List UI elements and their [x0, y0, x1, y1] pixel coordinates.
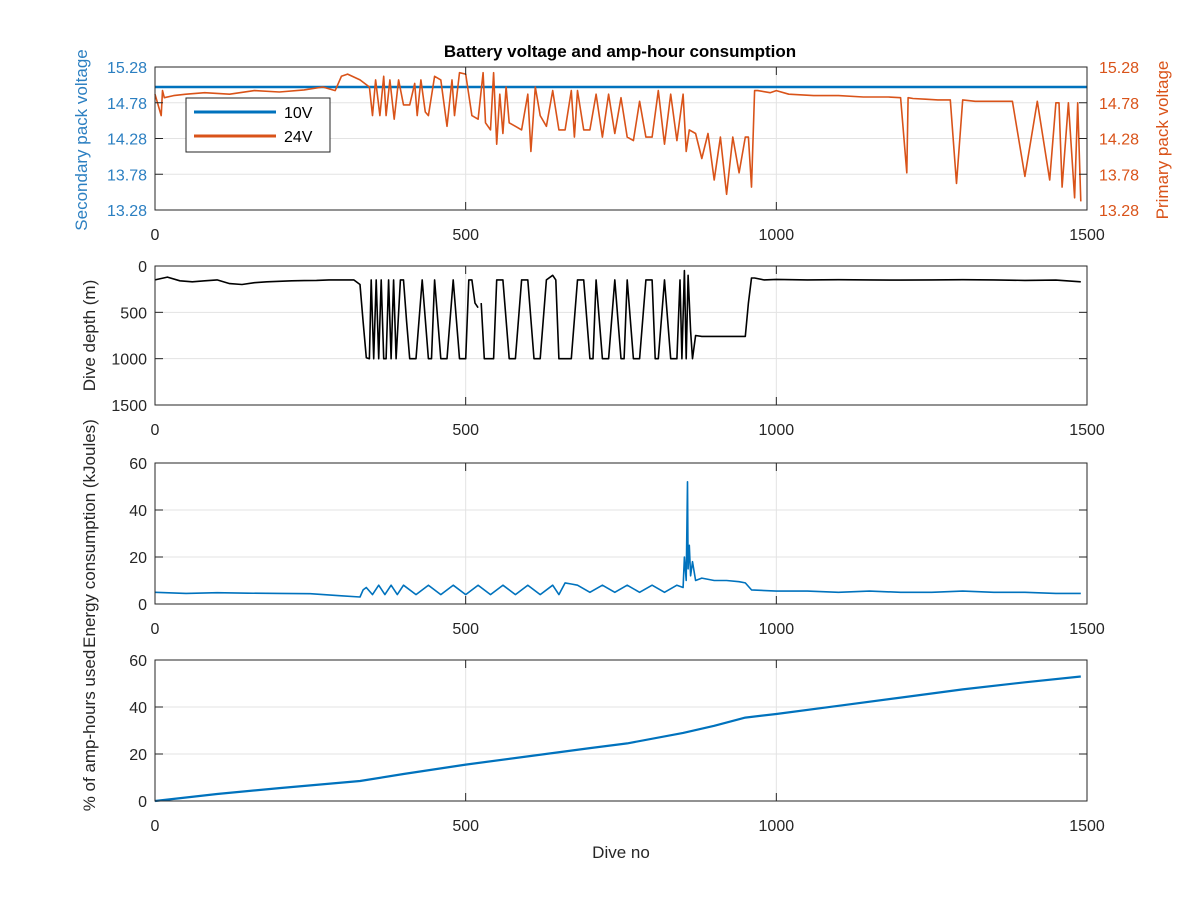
x-tick-label: 500 — [452, 818, 479, 835]
series-line-1 — [154, 481, 1081, 598]
x-axis-label: Dive no — [592, 843, 650, 862]
legend-box — [185, 97, 331, 153]
y-right-axis-label: Primary pack voltage — [1153, 61, 1172, 220]
x-tick-label: 500 — [452, 621, 479, 638]
y-axis-label: % of amp-hours used — [80, 650, 99, 812]
legend-label-10v: 10V — [284, 105, 313, 122]
x-tick-label: 0 — [151, 227, 160, 244]
y-tick-label: 14.28 — [107, 132, 147, 149]
x-tick-label: 1500 — [1069, 422, 1105, 439]
axes-frame — [154, 462, 1088, 605]
x-tick-label: 0 — [151, 621, 160, 638]
series-line-1 — [154, 269, 1081, 360]
figure-title: Battery voltage and amp-hour consumption — [444, 42, 796, 61]
y-right-tick-label: 14.78 — [1099, 96, 1139, 113]
x-tick-label: 1500 — [1069, 227, 1105, 244]
x-tick-label: 1000 — [759, 621, 795, 638]
y-tick-label: 0 — [138, 597, 147, 614]
y-tick-label: 0 — [138, 259, 147, 276]
y-tick-label: 14.78 — [107, 96, 147, 113]
x-tick-label: 0 — [151, 818, 160, 835]
y-axis-label: Dive depth (m) — [80, 280, 99, 391]
x-tick-label: 1500 — [1069, 818, 1105, 835]
series-line-24v — [154, 71, 1082, 202]
y-right-tick-label: 15.28 — [1099, 60, 1139, 77]
y-tick-label: 1000 — [111, 352, 147, 369]
x-tick-label: 0 — [151, 422, 160, 439]
y-tick-label: 40 — [129, 700, 147, 717]
y-right-tick-label: 14.28 — [1099, 132, 1139, 149]
panel-3: 0 500 1000 1500 0 20 40 60 Energy consumption (k… — [80, 419, 1105, 648]
plot-area — [155, 463, 1087, 604]
legend-label-24v: 24V — [284, 129, 313, 146]
axes-frame — [154, 265, 1088, 406]
y-tick-label: 60 — [129, 456, 147, 473]
y-tick-label: 20 — [129, 550, 147, 567]
y-tick-label: 20 — [129, 747, 147, 764]
y-right-tick-label: 13.28 — [1099, 203, 1139, 220]
y-tick-label: 13.28 — [107, 203, 147, 220]
y-tick-label: 0 — [138, 794, 147, 811]
y-axis-label: Secondary pack voltage — [72, 49, 91, 230]
axes-frame — [154, 659, 1088, 802]
y-tick-label: 500 — [120, 305, 147, 322]
x-tick-label: 1000 — [759, 818, 795, 835]
y-tick-label: 40 — [129, 503, 147, 520]
x-tick-label: 1500 — [1069, 621, 1105, 638]
x-tick-label: 500 — [452, 422, 479, 439]
y-axis-label: Energy consumption (kJoules) — [80, 419, 99, 648]
y-tick-label: 13.78 — [107, 167, 147, 184]
x-tick-label: 1000 — [759, 422, 795, 439]
panel-1: 0 500 1000 1500 13.28 13.28 13.78 13.78 14.28 14.… — [72, 49, 1172, 244]
plot-area — [155, 266, 1087, 405]
y-tick-label: 1500 — [111, 398, 147, 415]
panel-4: 0 500 1000 1500 0 20 40 60 % of amp-hours used Di… — [80, 650, 1105, 862]
y-tick-label: 60 — [129, 653, 147, 670]
series-line-1 — [154, 675, 1081, 803]
plot-area — [155, 660, 1087, 801]
x-tick-label: 1000 — [759, 227, 795, 244]
x-tick-label: 500 — [452, 227, 479, 244]
y-tick-label: 15.28 — [107, 60, 147, 77]
y-right-tick-label: 13.78 — [1099, 167, 1139, 184]
